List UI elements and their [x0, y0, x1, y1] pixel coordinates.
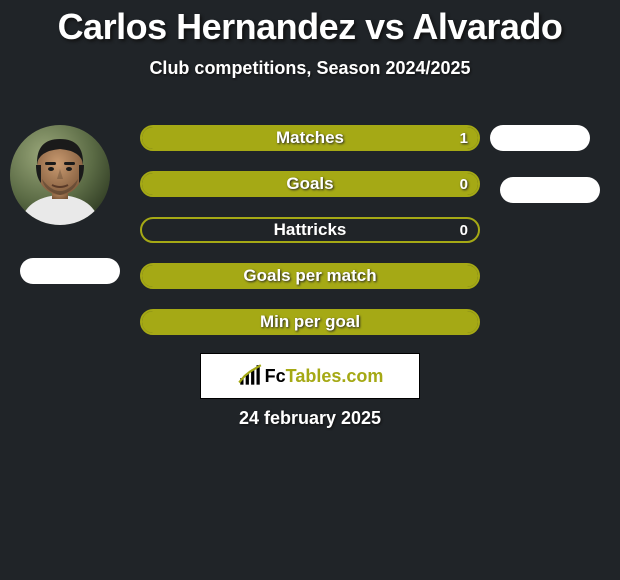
chart-icon — [237, 363, 263, 389]
brand-box[interactable]: FcTables.com — [200, 353, 420, 399]
brand-name: Tables.com — [286, 366, 384, 387]
comparison-card: Carlos Hernandez vs Alvarado Club compet… — [0, 0, 620, 580]
date-label: 24 february 2025 — [0, 408, 620, 429]
stat-row: Hattricks0 — [140, 217, 480, 243]
page-title: Carlos Hernandez vs Alvarado — [0, 0, 620, 48]
stat-value: 0 — [460, 173, 468, 195]
stat-label: Goals — [142, 173, 478, 195]
stat-value: 0 — [460, 219, 468, 241]
stat-label: Goals per match — [142, 265, 478, 287]
stat-row: Goals0 — [140, 171, 480, 197]
stat-row: Goals per match — [140, 263, 480, 289]
player-right-name-pill-1 — [490, 125, 590, 151]
avatar-icon — [10, 125, 110, 225]
stat-label: Matches — [142, 127, 478, 149]
stat-value: 1 — [460, 127, 468, 149]
page-subtitle: Club competitions, Season 2024/2025 — [0, 58, 620, 79]
brand-prefix: Fc — [265, 366, 286, 387]
player-right-name-pill-2 — [500, 177, 600, 203]
stat-label: Min per goal — [142, 311, 478, 333]
stat-label: Hattricks — [142, 219, 478, 241]
stat-row: Matches1 — [140, 125, 480, 151]
stat-row: Min per goal — [140, 309, 480, 335]
brand-text: FcTables.com — [265, 366, 384, 387]
player-left-avatar — [10, 125, 110, 225]
player-left-name-pill — [20, 258, 120, 284]
stats-panel: Matches1Goals0Hattricks0Goals per matchM… — [140, 125, 480, 355]
